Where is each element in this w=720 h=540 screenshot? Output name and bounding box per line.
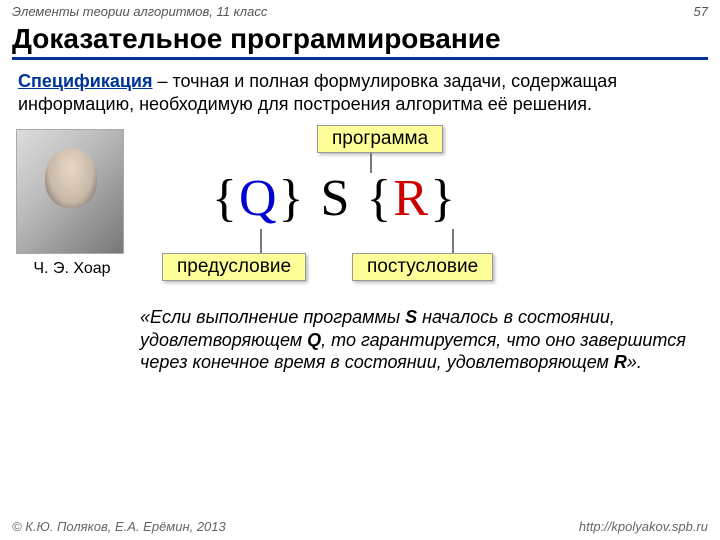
specification-definition: Спецификация – точная и полная формулиро… [12, 66, 708, 119]
tag-postcondition: постусловие [352, 253, 493, 281]
portrait-caption: Ч. Э. Хоар [12, 260, 132, 278]
brace-open-2: { [366, 170, 393, 227]
connector-pre [260, 229, 262, 253]
title-underline [12, 57, 708, 60]
tag-precondition: предусловие [162, 253, 306, 281]
quote-p1: «Если выполнение программы [140, 307, 405, 327]
slide-footer: © К.Ю. Поляков, Е.А. Ерёмин, 2013 http:/… [0, 519, 720, 534]
slide-header: Элементы теории алгоритмов, 11 класс 57 [0, 0, 720, 21]
brace-open-1: { [212, 170, 239, 227]
hoare-s: S [306, 170, 367, 227]
header-left: Элементы теории алгоритмов, 11 класс [12, 4, 267, 19]
hoare-triple: {Q} S {R} [212, 169, 457, 228]
spec-term: Спецификация [18, 71, 152, 91]
hoare-q: Q [239, 170, 279, 227]
quote-p4: ». [627, 352, 642, 372]
hoare-r: R [393, 170, 430, 227]
hoare-triple-area: Ч. Э. Хоар программа {Q} S {R} предуслов… [12, 125, 708, 300]
quote-q: Q [307, 330, 321, 350]
hoare-quote: «Если выполнение программы S началось в … [140, 306, 708, 374]
hoare-portrait [16, 129, 124, 254]
page-number: 57 [694, 4, 708, 19]
tag-program: программа [317, 125, 443, 153]
connector-post [452, 229, 454, 253]
brace-close-1: } [279, 170, 306, 227]
slide-title: Доказательное программирование [0, 21, 720, 55]
brace-close-2: } [430, 170, 457, 227]
quote-s: S [405, 307, 417, 327]
footer-url: http://kpolyakov.spb.ru [579, 519, 708, 534]
quote-r: R [614, 352, 627, 372]
footer-copyright: © К.Ю. Поляков, Е.А. Ерёмин, 2013 [12, 519, 226, 534]
